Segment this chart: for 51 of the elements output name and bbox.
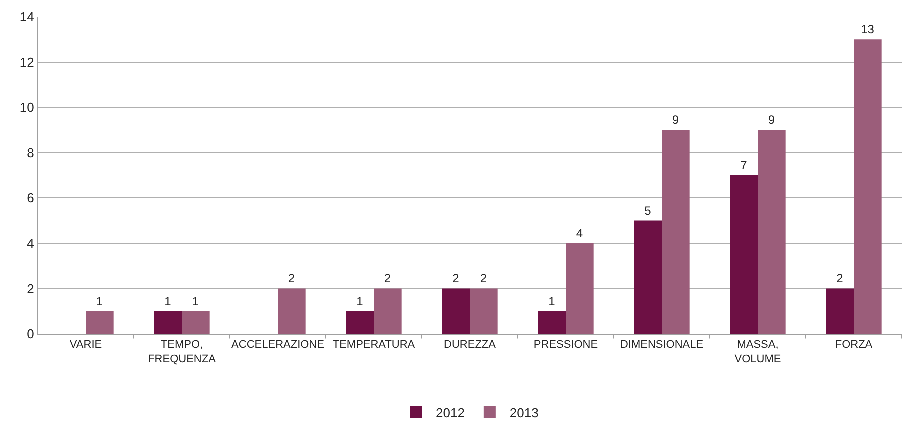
bar [374, 288, 402, 334]
bar [826, 288, 854, 334]
x-tick-label: MASSA, VOLUME [734, 339, 782, 366]
y-tick-label: 2 [27, 281, 34, 296]
y-tick-label: 6 [27, 190, 34, 206]
x-tick-label: PRESSIONE [534, 339, 598, 352]
data-label: 2 [288, 272, 296, 286]
data-label: 1 [356, 294, 364, 308]
bar [538, 311, 566, 334]
bar [566, 243, 594, 334]
data-label: 1 [192, 294, 200, 308]
data-label: 2 [480, 272, 488, 286]
y-tick-label: 12 [20, 54, 34, 70]
bar [730, 176, 758, 334]
bar [854, 40, 882, 334]
x-tick-label: DUREZZA [444, 339, 497, 352]
bar [470, 288, 498, 334]
bar [442, 288, 470, 334]
y-tick-label: 0 [27, 326, 34, 342]
data-label: 4 [576, 226, 584, 240]
y-tick-label: 10 [20, 100, 34, 116]
data-label: 13 [861, 22, 875, 37]
data-label: 1 [96, 294, 104, 308]
bar [86, 311, 114, 334]
bar [662, 130, 690, 334]
y-tick-label: 8 [27, 145, 34, 160]
data-label: 1 [164, 294, 172, 308]
data-label: 2 [384, 272, 392, 286]
legend-label: 2012 [436, 405, 465, 420]
bar [634, 220, 662, 334]
bar [182, 311, 210, 334]
x-tick-label: ACCELERAZIONE [232, 339, 324, 352]
x-tick-label: TEMPO, FREQUENZA [148, 339, 217, 366]
x-tick-label: VARIE [70, 339, 102, 352]
data-label: 5 [644, 204, 652, 218]
data-label: 1 [548, 294, 556, 308]
x-tick-label: FORZA [835, 339, 874, 352]
y-tick-label: 14 [20, 10, 34, 25]
data-label: 9 [672, 113, 680, 128]
bar [154, 311, 182, 334]
bar [278, 288, 306, 334]
bar [346, 311, 374, 334]
data-label: 2 [836, 272, 844, 286]
y-tick-label: 4 [27, 236, 34, 251]
data-label: 9 [768, 113, 776, 128]
legend-label: 2013 [510, 405, 539, 420]
data-label: 2 [452, 272, 460, 286]
bar [758, 130, 786, 334]
x-tick-label: TEMPERATURA [332, 339, 416, 352]
data-label: 7 [740, 158, 748, 172]
x-tick-label: DIMENSIONALE [620, 339, 704, 352]
